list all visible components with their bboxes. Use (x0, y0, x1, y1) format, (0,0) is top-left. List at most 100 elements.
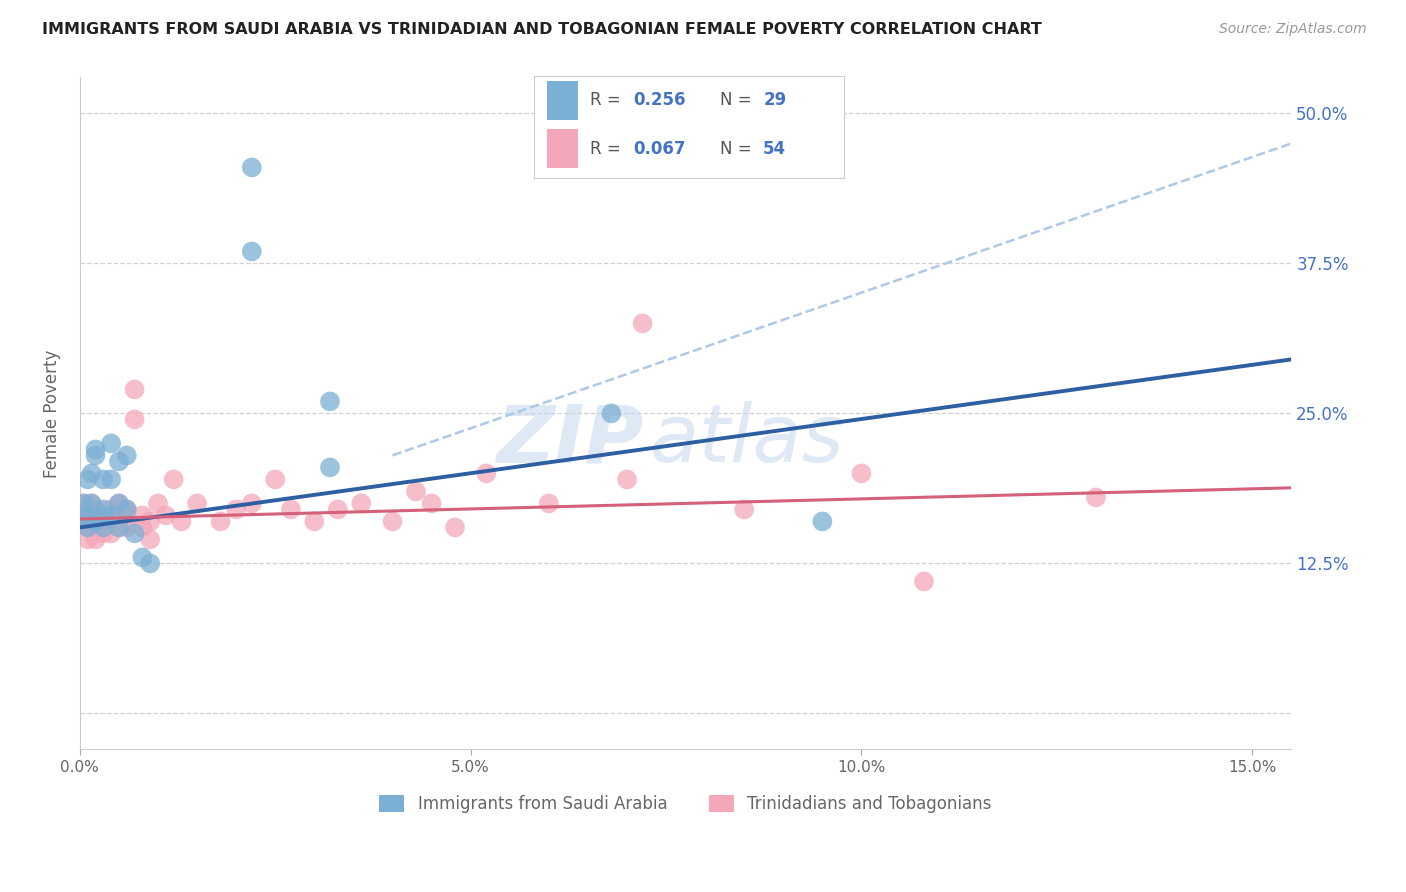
Point (139, 533, 162, 547)
Point (84, 533, 107, 547)
Point (131, 520, 153, 534)
Point (108, 520, 131, 534)
Point (240, 244, 263, 259)
Point (76, 520, 98, 534)
Point (73, 508, 96, 523)
Point (350, 496, 373, 510)
Point (124, 412, 146, 426)
Point (91, 520, 114, 534)
Point (91, 520, 114, 534)
Point (146, 496, 169, 510)
Point (124, 526, 146, 541)
Point (912, 574, 935, 589)
Point (100, 436, 122, 450)
Point (84, 442, 107, 457)
Point (155, 508, 177, 523)
Point (170, 515, 193, 529)
Point (1084, 491, 1107, 505)
Point (811, 515, 834, 529)
Point (84, 520, 107, 534)
Point (80, 496, 103, 510)
Point (91, 472, 114, 486)
Point (91, 508, 114, 523)
Point (100, 508, 122, 523)
Point (100, 515, 122, 529)
Text: N =: N = (720, 140, 751, 158)
Text: atlas: atlas (650, 401, 844, 479)
Point (91, 502, 114, 516)
Point (631, 317, 654, 331)
Point (115, 520, 138, 534)
Point (76, 520, 98, 534)
Point (84, 502, 107, 516)
Point (100, 472, 122, 486)
Point (381, 515, 404, 529)
Point (76, 515, 98, 529)
Text: IMMIGRANTS FROM SAUDI ARABIA VS TRINIDADIAN AND TOBAGONIAN FEMALE POVERTY CORREL: IMMIGRANTS FROM SAUDI ARABIA VS TRINIDAD… (42, 22, 1042, 37)
Point (131, 508, 153, 523)
Text: ZIP: ZIP (496, 401, 643, 479)
Point (100, 502, 122, 516)
Point (326, 502, 349, 516)
Point (240, 496, 263, 510)
Point (851, 467, 873, 481)
Point (91, 515, 114, 529)
Point (616, 472, 638, 486)
Point (475, 467, 498, 481)
Point (76, 533, 98, 547)
Point (444, 520, 467, 534)
Point (108, 454, 131, 468)
Point (240, 161, 263, 175)
Point (108, 496, 131, 510)
Text: 54: 54 (763, 140, 786, 158)
Point (84, 515, 107, 529)
Point (319, 394, 342, 409)
Point (319, 460, 342, 475)
Text: 0.067: 0.067 (633, 140, 686, 158)
Point (108, 508, 131, 523)
Bar (547, 129, 578, 168)
Point (115, 502, 138, 516)
Point (73, 496, 96, 510)
Point (304, 515, 326, 529)
Point (124, 383, 146, 397)
Point (115, 449, 138, 463)
Point (115, 502, 138, 516)
Point (163, 472, 186, 486)
Point (139, 515, 162, 529)
Point (405, 484, 427, 499)
Text: R =: R = (591, 92, 620, 110)
Point (76, 502, 98, 516)
Point (73, 508, 96, 523)
Text: 29: 29 (763, 92, 786, 110)
Point (139, 557, 162, 571)
Point (186, 496, 208, 510)
Text: 0.256: 0.256 (633, 92, 686, 110)
Point (733, 502, 755, 516)
Point (80, 467, 103, 481)
Point (76, 472, 98, 486)
Point (264, 472, 287, 486)
Point (91, 526, 114, 541)
Point (115, 508, 138, 523)
Point (600, 406, 623, 420)
Text: Source: ZipAtlas.com: Source: ZipAtlas.com (1219, 22, 1367, 37)
Bar (547, 81, 578, 120)
Point (537, 496, 560, 510)
Point (420, 496, 443, 510)
Point (108, 520, 131, 534)
Point (100, 526, 122, 541)
Y-axis label: Female Poverty: Female Poverty (44, 350, 60, 477)
Point (84, 508, 107, 523)
Point (73, 496, 96, 510)
Point (131, 550, 153, 565)
Text: N =: N = (720, 92, 751, 110)
Point (84, 449, 107, 463)
Point (108, 496, 131, 510)
Point (280, 502, 302, 516)
Point (209, 515, 232, 529)
Point (76, 508, 98, 523)
Point (80, 496, 103, 510)
Legend: Immigrants from Saudi Arabia, Trinidadians and Tobagonians: Immigrants from Saudi Arabia, Trinidadia… (371, 787, 1000, 822)
Text: R =: R = (591, 140, 620, 158)
